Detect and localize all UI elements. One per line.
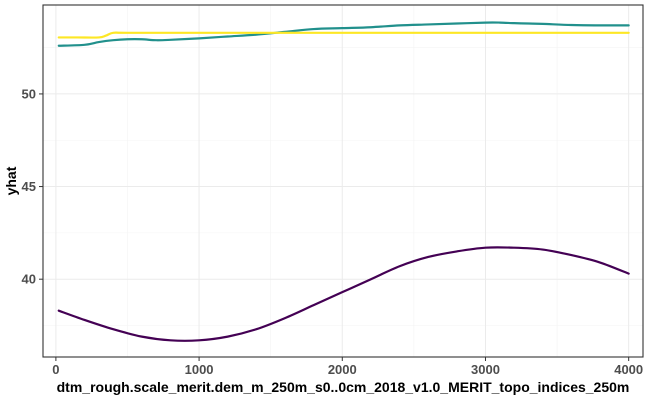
y-tick-label: 40 — [22, 272, 36, 287]
series-layer — [57, 21, 630, 342]
series-line-3 — [57, 31, 630, 39]
x-tick-label: 2000 — [328, 362, 357, 377]
y-tick-label: 45 — [22, 179, 36, 194]
series-line-2 — [57, 21, 630, 47]
minor-gridlines — [43, 5, 643, 357]
y-axis-title: yhat — [3, 166, 19, 195]
series-line-1 — [57, 246, 630, 342]
y-axis: 40 45 50 — [22, 86, 43, 287]
x-tick-label: 4000 — [614, 362, 643, 377]
y-tick-label: 50 — [22, 86, 36, 101]
x-tick-label: 0 — [52, 362, 59, 377]
x-axis-title: dtm_rough.scale_merit.dem_m_250m_s0..0cm… — [57, 379, 630, 395]
major-gridlines — [43, 5, 643, 357]
x-axis: 0 1000 2000 3000 4000 — [52, 357, 643, 377]
plot-background — [43, 5, 643, 357]
x-tick-label: 1000 — [185, 362, 214, 377]
x-tick-label: 3000 — [471, 362, 500, 377]
plot-border — [42, 4, 644, 358]
